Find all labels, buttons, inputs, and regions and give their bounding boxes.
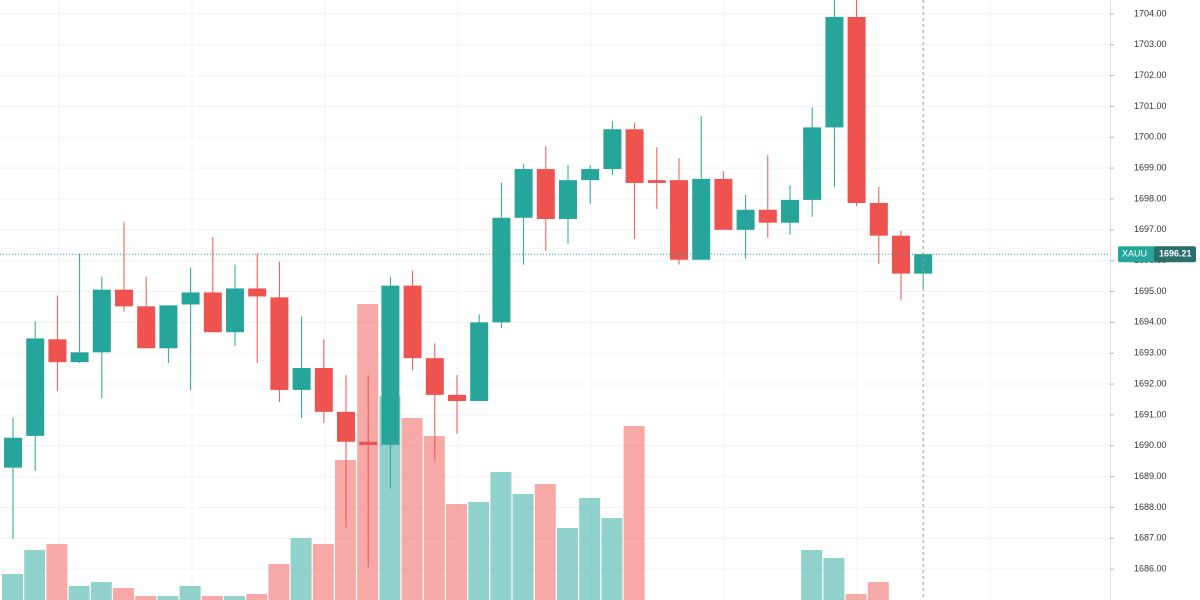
y-tick-label: 1691.00 <box>1134 409 1167 419</box>
candle-body <box>803 127 822 200</box>
symbol-label-box <box>1118 246 1156 263</box>
volume-bar <box>201 596 223 600</box>
candle-body <box>914 254 933 274</box>
candle-body <box>448 394 466 402</box>
symbol-label: XAUU <box>1122 249 1147 259</box>
candle-body <box>337 411 355 442</box>
volume-bar <box>179 586 201 600</box>
price-label-box <box>1154 246 1196 263</box>
volume-bar <box>801 550 823 600</box>
candle-body <box>869 202 888 236</box>
candle-body <box>825 16 844 128</box>
volume-bar <box>379 396 401 600</box>
candle-body <box>758 209 777 223</box>
candle-body <box>492 217 511 323</box>
candle-body <box>70 352 89 363</box>
candle-body <box>581 169 600 181</box>
candle-body <box>559 180 577 220</box>
y-tick-label: 1689.00 <box>1134 471 1167 481</box>
volume-bar <box>423 436 445 600</box>
volume-bar <box>335 460 356 600</box>
candle-body <box>647 180 666 183</box>
y-tick-label: 1702.00 <box>1134 70 1167 80</box>
candle-body <box>270 297 289 390</box>
volume-bar <box>512 494 534 600</box>
candle-body <box>781 199 799 223</box>
y-tick-label: 1703.00 <box>1134 39 1167 49</box>
volume-bar <box>468 502 490 600</box>
y-tick-label: 1692.00 <box>1134 378 1167 388</box>
volume-bar <box>135 596 157 600</box>
y-tick-label: 1695.00 <box>1134 286 1167 296</box>
candle-body <box>203 292 222 333</box>
volume-bar <box>446 504 467 600</box>
y-tick-label: 1688.00 <box>1134 502 1167 512</box>
volume-bar <box>867 582 889 600</box>
y-tick-label: 1699.00 <box>1134 162 1167 172</box>
volume-bar <box>601 518 623 600</box>
candle-body <box>226 288 244 333</box>
volume-bar <box>46 544 68 600</box>
candle-body <box>248 288 267 297</box>
volume-bar <box>246 594 268 600</box>
y-tick-label: 1704.00 <box>1134 8 1167 18</box>
candle-body <box>292 368 311 390</box>
candle-body <box>92 289 111 353</box>
candle-body <box>26 338 45 436</box>
y-tick-label: 1694.00 <box>1134 317 1167 327</box>
volume-bar <box>823 558 845 600</box>
candle-body <box>314 368 333 412</box>
candle-body <box>603 129 622 170</box>
volume-bar <box>2 574 23 600</box>
volume-bar <box>534 484 556 600</box>
y-tick-label: 1686.00 <box>1134 564 1167 574</box>
candle-body <box>514 169 533 218</box>
candle-body <box>137 306 156 349</box>
volume-bar <box>24 550 46 600</box>
y-tick-label: 1693.00 <box>1134 348 1167 358</box>
volume-bar <box>579 498 601 600</box>
volume-bar <box>113 588 134 600</box>
price-label: 1696.21 <box>1159 249 1192 259</box>
candle-body <box>4 437 22 468</box>
volume-bar <box>90 582 112 600</box>
volume-bar <box>224 596 245 600</box>
volume-bar <box>312 544 334 600</box>
y-tick-label: 1698.00 <box>1134 193 1167 203</box>
candle-body <box>714 178 733 230</box>
y-tick-label: 1701.00 <box>1134 101 1167 111</box>
y-tick-label: 1687.00 <box>1134 533 1167 543</box>
candle-body <box>625 129 644 183</box>
candle-body <box>159 305 178 349</box>
volume-bar <box>623 426 645 600</box>
candle-body <box>425 358 444 395</box>
candle-body <box>670 180 688 260</box>
candle-body <box>692 178 711 260</box>
candle-body <box>115 289 133 307</box>
volume-bar <box>557 528 578 600</box>
volume-bar <box>490 472 512 600</box>
candle-body <box>470 322 489 402</box>
y-tick-label: 1690.00 <box>1134 440 1167 450</box>
y-tick-label: 1700.00 <box>1134 132 1167 142</box>
volume-bar <box>401 418 423 600</box>
price-axis: 1686.00 1687.00 1688.00 1689.00 1690.00 1691.… <box>1110 8 1167 574</box>
candle-body <box>736 209 755 230</box>
volume-bar <box>268 564 290 600</box>
candle-body <box>381 285 400 445</box>
volume <box>2 304 889 600</box>
volume-bar <box>845 594 867 600</box>
volume-bar <box>290 538 312 600</box>
volume-bar <box>68 586 90 600</box>
candle-body <box>536 169 555 220</box>
candle-body <box>48 339 67 363</box>
volume-bar <box>157 596 179 600</box>
candle-body <box>847 16 866 203</box>
candle-body <box>181 292 200 305</box>
y-tick-label: 1697.00 <box>1134 224 1167 234</box>
candle-body <box>359 441 378 445</box>
candle-body <box>403 285 422 359</box>
